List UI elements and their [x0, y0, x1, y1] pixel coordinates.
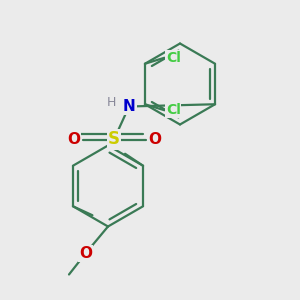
Text: O: O [79, 246, 92, 261]
Text: H: H [106, 95, 116, 109]
Text: S: S [108, 130, 120, 148]
Text: Cl: Cl [166, 103, 181, 117]
Text: Cl: Cl [166, 51, 181, 65]
Text: O: O [148, 132, 161, 147]
Text: N: N [123, 99, 135, 114]
Text: O: O [67, 132, 80, 147]
